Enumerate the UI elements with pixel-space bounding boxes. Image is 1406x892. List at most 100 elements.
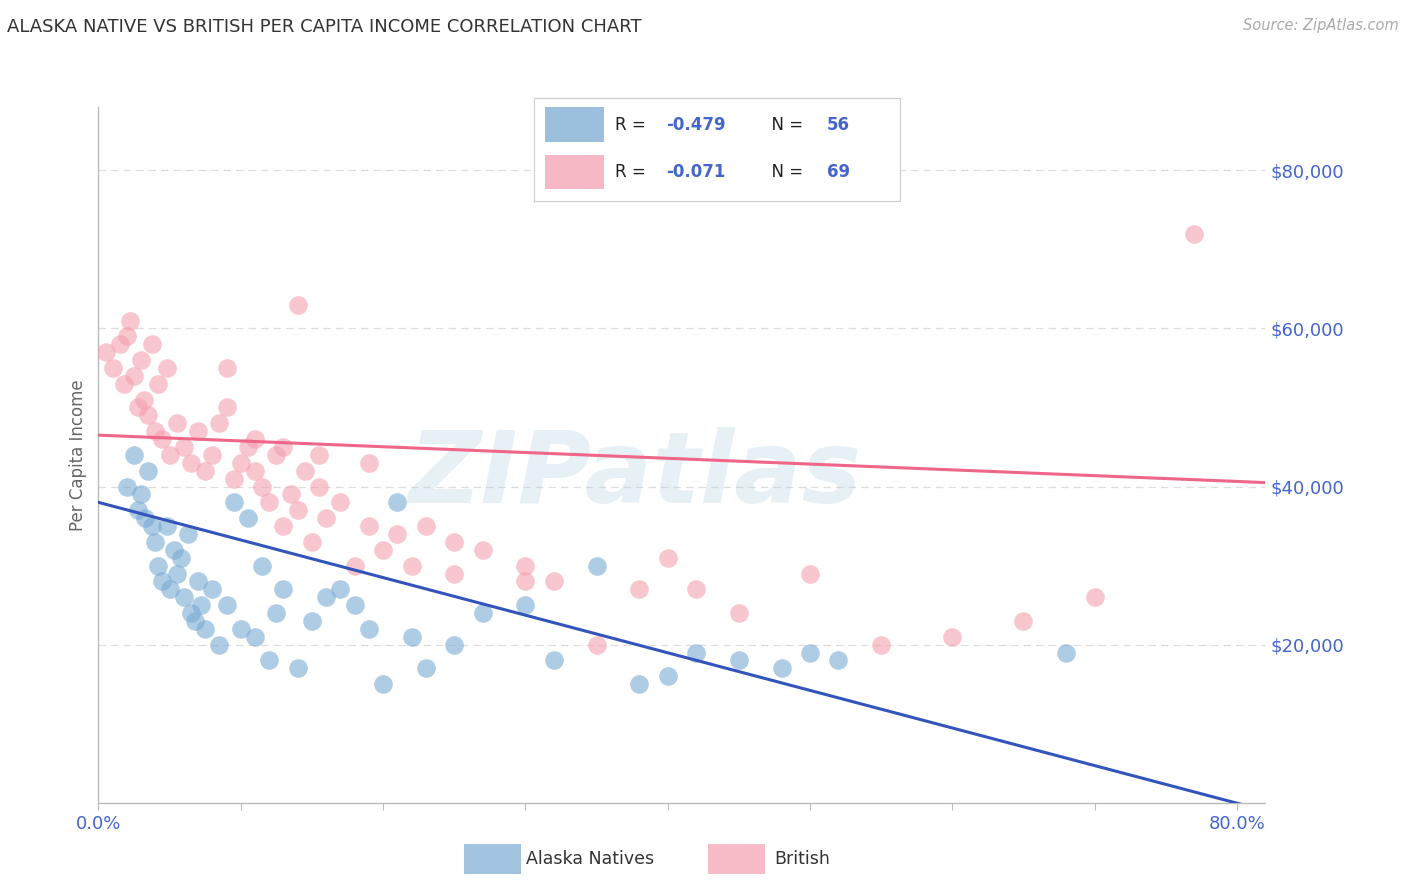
Point	[266, 606, 288, 620]
Point	[222, 495, 245, 509]
Text: -0.479: -0.479	[666, 116, 725, 134]
Point	[115, 479, 138, 493]
Point	[187, 424, 209, 438]
Point	[257, 495, 280, 509]
Point	[208, 417, 231, 431]
Point	[215, 401, 238, 415]
Point	[329, 495, 352, 509]
Point	[187, 574, 209, 589]
Point	[357, 456, 380, 470]
Point	[229, 622, 252, 636]
Point	[94, 345, 117, 359]
Point	[250, 479, 273, 493]
Point	[1182, 227, 1205, 241]
Point	[357, 519, 380, 533]
Point	[250, 558, 273, 573]
Point	[108, 337, 131, 351]
Point	[156, 519, 179, 533]
Text: ALASKA NATIVE VS BRITISH PER CAPITA INCOME CORRELATION CHART: ALASKA NATIVE VS BRITISH PER CAPITA INCO…	[7, 18, 641, 36]
Point	[266, 448, 288, 462]
Point	[177, 527, 200, 541]
Point	[122, 448, 145, 462]
Point	[515, 558, 537, 573]
Point	[159, 448, 181, 462]
Point	[236, 511, 259, 525]
Point	[657, 669, 679, 683]
Point	[170, 550, 193, 565]
Point	[112, 376, 135, 391]
Point	[273, 519, 295, 533]
Point	[118, 313, 141, 327]
Point	[122, 368, 145, 383]
Point	[273, 582, 295, 597]
Point	[1054, 646, 1077, 660]
Point	[257, 653, 280, 667]
Point	[243, 464, 266, 478]
Point	[229, 456, 252, 470]
Point	[152, 574, 174, 589]
Text: R =: R =	[614, 163, 651, 181]
Point	[628, 677, 651, 691]
Point	[315, 591, 337, 605]
Point	[243, 432, 266, 446]
Point	[208, 638, 231, 652]
Point	[127, 401, 149, 415]
Point	[280, 487, 302, 501]
Point	[343, 558, 366, 573]
Text: Alaska Natives: Alaska Natives	[526, 849, 654, 868]
Point	[180, 606, 202, 620]
Point	[129, 353, 152, 368]
Point	[243, 630, 266, 644]
Point	[152, 432, 174, 446]
Point	[136, 409, 159, 423]
Point	[585, 558, 607, 573]
Point	[148, 558, 170, 573]
Point	[222, 472, 245, 486]
Point	[387, 527, 409, 541]
Text: N =: N =	[761, 163, 808, 181]
Point	[166, 417, 188, 431]
Point	[148, 376, 170, 391]
Point	[685, 646, 707, 660]
Point	[799, 646, 821, 660]
Point	[727, 653, 749, 667]
Point	[308, 479, 330, 493]
Text: British: British	[775, 849, 831, 868]
Y-axis label: Per Capita Income: Per Capita Income	[69, 379, 87, 531]
Point	[443, 566, 465, 581]
Point	[515, 598, 537, 612]
FancyBboxPatch shape	[546, 154, 603, 189]
Point	[141, 337, 163, 351]
Point	[543, 574, 565, 589]
Point	[236, 440, 259, 454]
Point	[443, 535, 465, 549]
Text: ZIPatlas: ZIPatlas	[409, 427, 862, 524]
Point	[166, 566, 188, 581]
Point	[159, 582, 181, 597]
Text: 56: 56	[827, 116, 849, 134]
Point	[387, 495, 409, 509]
Point	[215, 598, 238, 612]
Point	[1012, 614, 1035, 628]
Point	[132, 392, 155, 407]
Point	[101, 361, 124, 376]
Point	[134, 511, 156, 525]
Point	[401, 558, 423, 573]
Point	[129, 487, 152, 501]
Point	[515, 574, 537, 589]
Text: R =: R =	[614, 116, 651, 134]
Point	[201, 448, 224, 462]
Point	[194, 464, 217, 478]
Point	[273, 440, 295, 454]
Point	[294, 464, 316, 478]
Point	[173, 440, 195, 454]
Point	[415, 661, 437, 675]
FancyBboxPatch shape	[464, 845, 522, 874]
Point	[585, 638, 607, 652]
Text: N =: N =	[761, 116, 808, 134]
Text: Source: ZipAtlas.com: Source: ZipAtlas.com	[1243, 18, 1399, 33]
Point	[156, 361, 179, 376]
Point	[371, 677, 394, 691]
Point	[180, 456, 202, 470]
Point	[401, 630, 423, 644]
